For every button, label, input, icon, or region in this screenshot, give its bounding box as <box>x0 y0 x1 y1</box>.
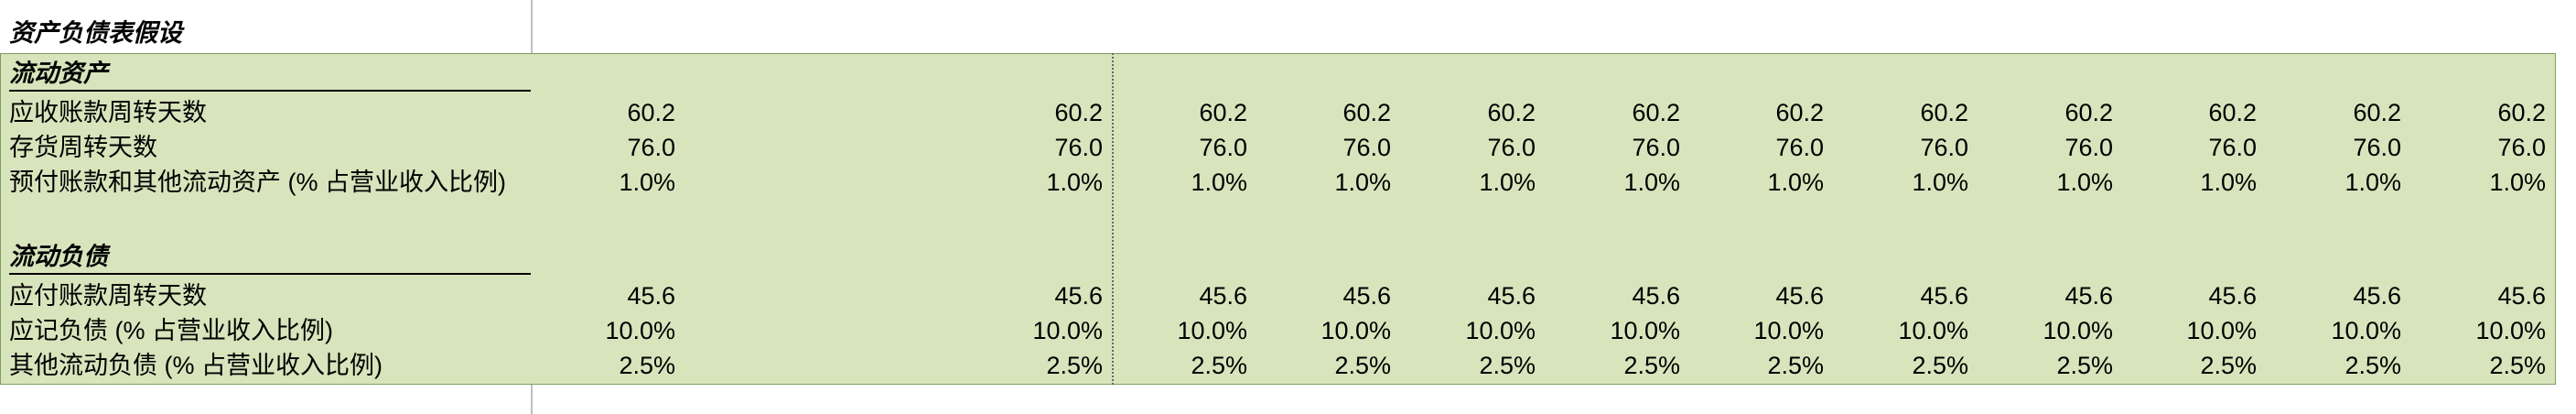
cell[interactable]: 60.2 <box>2064 99 2113 126</box>
cell[interactable]: 10.0% <box>2475 317 2546 344</box>
cell[interactable]: 10.0% <box>605 317 675 344</box>
cell[interactable]: 1.0% <box>2200 169 2257 196</box>
cell[interactable]: 2.5% <box>2200 352 2257 379</box>
cell[interactable]: 45.6 <box>1487 282 1536 310</box>
cell[interactable]: 1.0% <box>1046 169 1103 196</box>
cell[interactable]: 45.6 <box>1199 282 1247 310</box>
cell[interactable]: 60.2 <box>1632 99 1680 126</box>
cell[interactable]: 45.6 <box>1920 282 1968 310</box>
row-label: 存货周转天数 <box>9 134 157 161</box>
cell[interactable]: 76.0 <box>1342 134 1391 161</box>
cell[interactable]: 2.5% <box>2489 352 2546 379</box>
row-label: 其他流动负债 (% 占营业收入比例) <box>9 352 383 379</box>
cell[interactable]: 60.2 <box>1342 99 1391 126</box>
cell[interactable]: 10.0% <box>1177 317 1247 344</box>
cell[interactable]: 60.2 <box>1199 99 1247 126</box>
cell[interactable]: 76.0 <box>1632 134 1680 161</box>
cell[interactable]: 10.0% <box>1610 317 1680 344</box>
cell[interactable]: 45.6 <box>2353 282 2401 310</box>
row-label: 应记负债 (% 占营业收入比例) <box>9 317 333 344</box>
cell[interactable]: 1.0% <box>1767 169 1824 196</box>
cell[interactable]: 76.0 <box>1199 134 1247 161</box>
cell[interactable]: 10.0% <box>2042 317 2113 344</box>
cell[interactable]: 76.0 <box>1920 134 1968 161</box>
cell[interactable]: 10.0% <box>1898 317 1968 344</box>
cell[interactable]: 2.5% <box>1767 352 1824 379</box>
cell[interactable]: 2.5% <box>1191 352 1247 379</box>
cell[interactable]: 76.0 <box>627 134 675 161</box>
row-label: 预付账款和其他流动资产 (% 占营业收入比例) <box>9 169 506 196</box>
row-label: 应付账款周转天数 <box>9 282 207 310</box>
cell[interactable]: 10.0% <box>1753 317 1824 344</box>
cell[interactable]: 45.6 <box>627 282 675 310</box>
cell[interactable]: 10.0% <box>1320 317 1391 344</box>
cell[interactable]: 2.5% <box>1623 352 1680 379</box>
cell[interactable]: 2.5% <box>619 352 675 379</box>
cell[interactable]: 45.6 <box>2208 282 2257 310</box>
cell[interactable]: 60.2 <box>2208 99 2257 126</box>
cell[interactable]: 76.0 <box>1775 134 1824 161</box>
cell[interactable]: 60.2 <box>627 99 675 126</box>
cell[interactable]: 2.5% <box>1479 352 1536 379</box>
cell[interactable]: 1.0% <box>1479 169 1536 196</box>
group-title-current-assets: 流动资产 <box>9 57 531 92</box>
cell[interactable]: 2.5% <box>1912 352 1968 379</box>
cell[interactable]: 60.2 <box>1775 99 1824 126</box>
table-row: 预付账款和其他流动资产 (% 占营业收入比例) 1.0% 1.0% 1.0% 1… <box>0 165 2556 200</box>
cell[interactable]: 10.0% <box>1465 317 1536 344</box>
cell[interactable]: 76.0 <box>2064 134 2113 161</box>
cell[interactable]: 2.5% <box>2056 352 2113 379</box>
cell[interactable]: 10.0% <box>1032 317 1103 344</box>
cell[interactable]: 1.0% <box>2344 169 2401 196</box>
cell[interactable]: 2.5% <box>1334 352 1391 379</box>
table-row: 存货周转天数 76.0 76.0 76.0 76.0 76.0 76.0 76.… <box>0 130 2556 165</box>
cell[interactable]: 76.0 <box>2353 134 2401 161</box>
cell[interactable]: 45.6 <box>1775 282 1824 310</box>
cell[interactable]: 76.0 <box>1487 134 1536 161</box>
cell[interactable]: 45.6 <box>2064 282 2113 310</box>
cell[interactable]: 45.6 <box>1342 282 1391 310</box>
table-row: 应付账款周转天数 45.6 45.6 45.6 45.6 45.6 45.6 4… <box>0 278 2556 313</box>
row-label: 应收账款周转天数 <box>9 99 207 126</box>
cell[interactable]: 45.6 <box>1632 282 1680 310</box>
column-divider <box>1112 53 1114 385</box>
cell[interactable]: 2.5% <box>1046 352 1103 379</box>
cell[interactable]: 60.2 <box>2497 99 2546 126</box>
assumptions-block <box>0 53 2556 385</box>
cell[interactable]: 1.0% <box>619 169 675 196</box>
table-row: 应收账款周转天数 60.2 60.2 60.2 60.2 60.2 60.2 6… <box>0 95 2556 130</box>
cell[interactable]: 1.0% <box>2489 169 2546 196</box>
cell[interactable]: 1.0% <box>1334 169 1391 196</box>
cell[interactable]: 1.0% <box>1912 169 1968 196</box>
cell[interactable]: 45.6 <box>1054 282 1103 310</box>
cell[interactable]: 10.0% <box>2186 317 2257 344</box>
cell[interactable]: 1.0% <box>1623 169 1680 196</box>
table-row: 应记负债 (% 占营业收入比例) 10.0% 10.0% 10.0% 10.0%… <box>0 313 2556 348</box>
section-title: 资产负债表假设 <box>9 19 182 47</box>
cell[interactable]: 1.0% <box>2056 169 2113 196</box>
cell[interactable]: 60.2 <box>2353 99 2401 126</box>
cell[interactable]: 45.6 <box>2497 282 2546 310</box>
cell[interactable]: 76.0 <box>1054 134 1103 161</box>
cell[interactable]: 60.2 <box>1487 99 1536 126</box>
table-row: 其他流动负债 (% 占营业收入比例) 2.5% 2.5% 2.5% 2.5% 2… <box>0 348 2556 383</box>
cell[interactable]: 60.2 <box>1920 99 1968 126</box>
cell[interactable]: 2.5% <box>2344 352 2401 379</box>
cell[interactable]: 10.0% <box>2331 317 2401 344</box>
cell[interactable]: 76.0 <box>2497 134 2546 161</box>
cell[interactable]: 76.0 <box>2208 134 2257 161</box>
group-title-current-liabilities: 流动负债 <box>9 240 531 275</box>
cell[interactable]: 60.2 <box>1054 99 1103 126</box>
cell[interactable]: 1.0% <box>1191 169 1247 196</box>
